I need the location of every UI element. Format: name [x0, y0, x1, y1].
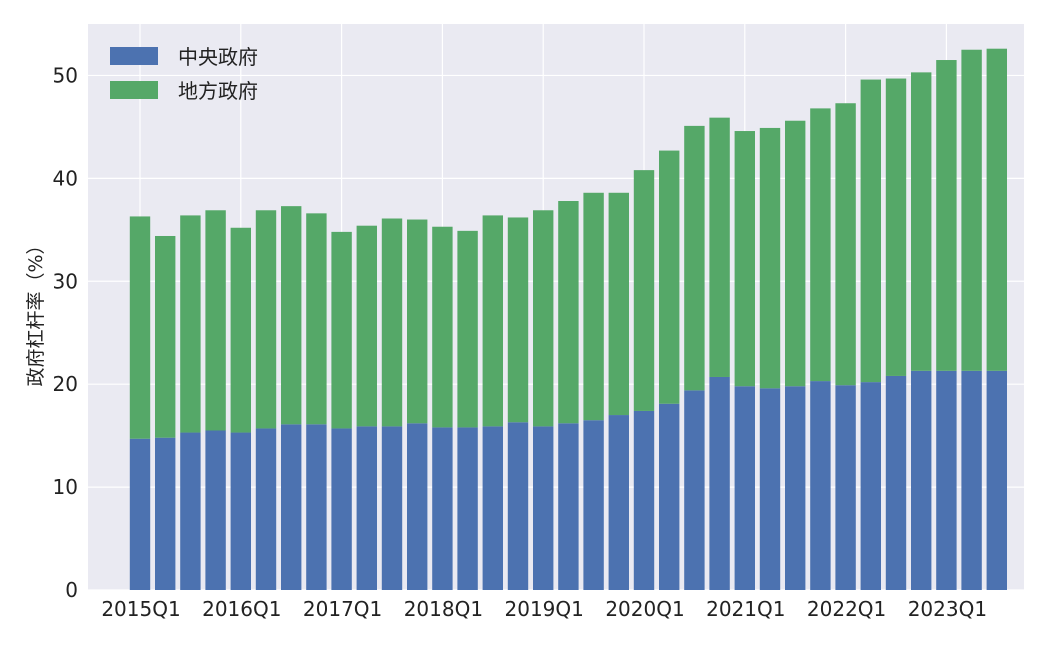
- bar-central-2020Q3: [684, 390, 705, 590]
- bar-central-2015Q1: [129, 438, 151, 590]
- bar-central-2021Q4: [810, 381, 831, 590]
- bar-local-2023Q2: [961, 49, 982, 371]
- y-tick-label-40: 40: [53, 166, 78, 190]
- bar-local-2017Q4: [407, 219, 428, 424]
- bar-local-2019Q1: [533, 210, 554, 427]
- bar-central-2022Q4: [911, 370, 932, 590]
- bar-central-2015Q2: [155, 437, 176, 590]
- bar-local-2023Q3: [986, 48, 1007, 371]
- bar-local-2020Q4: [709, 117, 730, 377]
- bar-central-2021Q2: [759, 388, 781, 590]
- legend-swatch-local: [110, 81, 158, 99]
- bar-central-2018Q1: [432, 427, 453, 590]
- bar-central-2018Q3: [482, 426, 503, 590]
- bar-central-2020Q4: [709, 376, 730, 590]
- bar-local-2022Q1: [835, 103, 856, 386]
- bar-local-2019Q3: [583, 192, 604, 421]
- bar-central-2018Q2: [457, 427, 478, 590]
- bar-local-2021Q2: [759, 127, 781, 389]
- bar-central-2023Q1: [936, 370, 957, 590]
- bar-local-2015Q3: [180, 215, 201, 433]
- x-tick-label-2015Q1: 2015Q1: [101, 597, 180, 621]
- x-axis-ticks: 2015Q1 2016Q1 2017Q1 2018Q1 2019Q1 2020Q1 2021…: [101, 597, 987, 621]
- bar-central-2022Q1: [835, 385, 856, 590]
- bar-local-2015Q1: [129, 216, 151, 439]
- y-tick-label-10: 10: [53, 475, 78, 499]
- bar-central-2016Q1: [230, 432, 251, 590]
- x-tick-label-2020Q1: 2020Q1: [605, 597, 684, 621]
- plot-area: [88, 24, 1024, 590]
- x-tick-label-2016Q1: 2016Q1: [202, 597, 281, 621]
- y-tick-label-0: 0: [65, 578, 78, 602]
- bar-local-2019Q4: [608, 192, 629, 416]
- x-tick-label-2019Q1: 2019Q1: [505, 597, 584, 621]
- bars: [129, 48, 1007, 590]
- y-axis-label: 政府杠杆率（%）: [25, 235, 47, 386]
- bar-local-2018Q1: [432, 226, 453, 428]
- bar-central-2015Q4: [205, 430, 226, 590]
- bar-central-2021Q3: [785, 386, 806, 590]
- bar-central-2017Q3: [381, 426, 403, 590]
- bar-central-2020Q2: [659, 403, 680, 590]
- bar-local-2023Q1: [936, 60, 957, 371]
- y-tick-label-50: 50: [53, 63, 78, 87]
- bar-local-2017Q2: [356, 225, 377, 427]
- legend-label-local: 地方政府: [178, 79, 258, 103]
- bar-local-2016Q2: [255, 210, 277, 429]
- legend-swatch-central: [110, 47, 158, 65]
- bar-central-2022Q2: [860, 382, 881, 590]
- bar-central-2019Q3: [583, 420, 604, 590]
- bar-central-2017Q4: [407, 423, 428, 590]
- bar-local-2018Q2: [457, 230, 478, 428]
- bar-central-2016Q3: [281, 424, 302, 590]
- bar-central-2021Q1: [734, 386, 755, 590]
- bar-central-2023Q3: [986, 370, 1007, 590]
- bar-local-2019Q2: [558, 201, 579, 424]
- y-tick-label-20: 20: [53, 372, 78, 396]
- bar-local-2016Q1: [230, 227, 251, 433]
- bar-central-2016Q4: [306, 424, 327, 590]
- bar-local-2021Q1: [734, 131, 755, 387]
- bar-central-2020Q1: [633, 410, 655, 590]
- bar-central-2023Q2: [961, 370, 982, 590]
- bar-local-2015Q4: [205, 210, 226, 431]
- bar-local-2016Q4: [306, 213, 327, 425]
- bar-local-2022Q3: [885, 78, 907, 376]
- bar-local-2018Q4: [507, 217, 529, 423]
- bar-central-2017Q2: [356, 426, 377, 590]
- bar-central-2022Q3: [885, 375, 907, 590]
- bar-local-2020Q1: [633, 170, 655, 411]
- bar-local-2018Q3: [482, 215, 503, 427]
- bar-local-2021Q4: [810, 108, 831, 382]
- bar-central-2015Q3: [180, 432, 201, 590]
- bar-local-2022Q2: [860, 79, 881, 383]
- x-tick-label-2023Q1: 2023Q1: [908, 597, 987, 621]
- bar-local-2020Q3: [684, 125, 705, 391]
- bar-central-2016Q2: [255, 428, 277, 590]
- bar-local-2015Q2: [155, 235, 176, 438]
- x-tick-label-2017Q1: 2017Q1: [303, 597, 382, 621]
- bar-central-2019Q1: [533, 426, 554, 590]
- x-tick-label-2021Q1: 2021Q1: [706, 597, 785, 621]
- bar-local-2020Q2: [659, 150, 680, 404]
- bar-local-2021Q3: [785, 120, 806, 387]
- legend-label-central: 中央政府: [178, 45, 258, 69]
- bar-central-2019Q4: [608, 415, 629, 590]
- bar-central-2018Q4: [507, 422, 529, 590]
- bar-local-2017Q1: [331, 231, 352, 429]
- x-tick-label-2018Q1: 2018Q1: [404, 597, 483, 621]
- y-tick-label-30: 30: [53, 269, 78, 293]
- y-axis-ticks: 0 10 20 30 40 50: [53, 63, 78, 602]
- bar-central-2019Q2: [558, 423, 579, 590]
- bar-central-2017Q1: [331, 428, 352, 590]
- bar-local-2022Q4: [911, 72, 932, 371]
- bar-local-2016Q3: [281, 206, 302, 425]
- bar-local-2017Q3: [381, 218, 403, 427]
- x-tick-label-2022Q1: 2022Q1: [807, 597, 886, 621]
